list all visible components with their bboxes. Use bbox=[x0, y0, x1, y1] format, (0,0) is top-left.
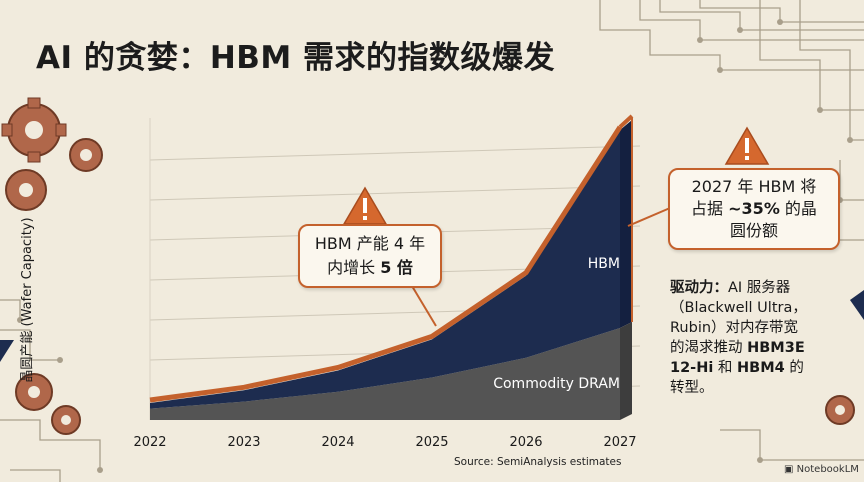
series-top-edge bbox=[149, 125, 623, 403]
x-tick-label: 2025 bbox=[415, 435, 448, 450]
x-tick-label: 2026 bbox=[509, 435, 542, 450]
page-title: AI 的贪婪：HBM 需求的指数级爆发 bbox=[36, 40, 556, 76]
grid-line bbox=[149, 145, 641, 161]
callout-pointer bbox=[411, 285, 437, 327]
hbm-growth-callout: HBM 产能 4 年 内增长 5 倍 bbox=[298, 224, 442, 288]
gear-icon bbox=[1, 97, 67, 163]
series-area-dram bbox=[150, 328, 620, 420]
series-area-hbm bbox=[150, 130, 620, 409]
callout-line: HBM 产能 4 年 bbox=[314, 234, 426, 253]
series-top-edge bbox=[618, 114, 634, 129]
driver-note: 驱动力：AI 服务器 （Blackwell Ultra， Rubin）对内存带宽… bbox=[670, 280, 807, 396]
brand-label: ▣ NotebookLM bbox=[784, 464, 859, 475]
series-label-hbm: HBM bbox=[588, 256, 620, 272]
y-axis-label: 晶圆产能 (Wafer Capacity) bbox=[20, 217, 35, 383]
series-side-hbm bbox=[620, 120, 632, 329]
x-tick-label: 2023 bbox=[227, 435, 260, 450]
gear-icon bbox=[825, 395, 855, 425]
callout-line: 内增长 5 倍 bbox=[327, 258, 413, 277]
hbm-share-callout: 2027 年 HBM 将 占据 ~35% 的晶 圆份额 bbox=[668, 168, 840, 250]
grid-line bbox=[149, 185, 641, 201]
x-tick-label: 2027 bbox=[603, 435, 636, 450]
warning-icon bbox=[724, 126, 770, 165]
warning-icon bbox=[342, 186, 388, 225]
callout-line: 占据 ~35% 的晶 bbox=[691, 199, 817, 218]
chart-source: Source: SemiAnalysis estimates bbox=[454, 456, 622, 468]
callout-pointer bbox=[627, 207, 671, 227]
series-label-dram: Commodity DRAM bbox=[493, 376, 620, 392]
x-tick-label: 2022 bbox=[133, 435, 166, 450]
gear-icon bbox=[15, 373, 53, 411]
gear-icon bbox=[51, 405, 81, 435]
callout-line: 圆份额 bbox=[729, 221, 778, 240]
gear-icon bbox=[69, 138, 103, 172]
series-side-dram bbox=[620, 322, 632, 420]
brand-name: NotebookLM bbox=[796, 464, 859, 475]
x-tick-label: 2024 bbox=[321, 435, 354, 450]
callout-line: 2027 年 HBM 将 bbox=[691, 177, 817, 196]
gear-icon bbox=[5, 169, 47, 211]
